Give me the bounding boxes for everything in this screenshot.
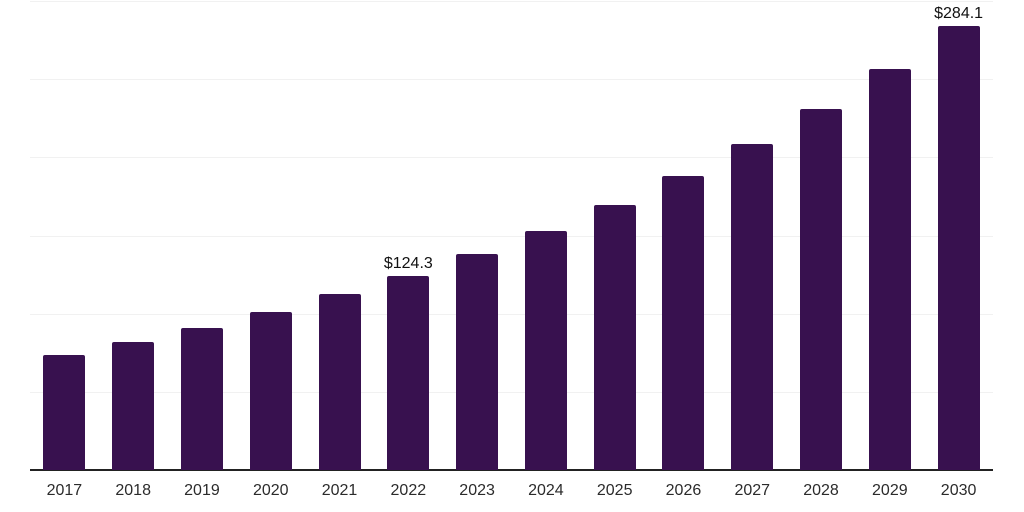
x-tick-label-2026: 2026 <box>665 482 702 499</box>
bar-2017 <box>43 355 86 470</box>
data-label-2022: $124.3 <box>383 254 433 272</box>
x-tick-label-2024: 2024 <box>528 482 564 499</box>
bar-2025 <box>593 204 636 470</box>
bar-2019 <box>180 328 223 470</box>
x-tick-label-2018: 2018 <box>115 482 151 499</box>
x-tick-label-2027: 2027 <box>734 482 771 499</box>
x-tick-label-2017: 2017 <box>46 482 83 499</box>
x-tick-label-2028: 2028 <box>803 482 839 499</box>
bar-2021 <box>318 294 361 470</box>
x-tick-label-2021: 2021 <box>321 482 358 499</box>
gridline-100 <box>30 313 993 315</box>
bar-2030 <box>937 25 980 470</box>
x-tick-label-2030: 2030 <box>940 482 977 499</box>
gridline-50 <box>30 391 993 393</box>
x-tick-label-2020: 2020 <box>252 482 289 499</box>
bar-2028 <box>800 108 843 470</box>
gridline-300 <box>30 1 993 2</box>
data-label-2030: $284.1 <box>934 4 984 22</box>
gridline-200 <box>30 157 993 159</box>
x-tick-label-2019: 2019 <box>184 482 220 499</box>
x-tick-label-2022: 2022 <box>390 482 427 499</box>
bar-2020 <box>249 311 292 470</box>
bar-2026 <box>662 175 705 470</box>
bar-2027 <box>731 144 774 470</box>
x-tick-label-2025: 2025 <box>596 482 633 499</box>
bar-2029 <box>868 69 911 470</box>
bar-2024 <box>524 230 567 470</box>
x-tick-label-2029: 2029 <box>872 482 908 499</box>
x-axis-line <box>30 469 993 471</box>
bar-2018 <box>112 341 155 470</box>
bar-2022 <box>387 275 430 470</box>
bar-2023 <box>456 254 499 470</box>
gridline-150 <box>30 235 993 237</box>
gridline-250 <box>30 79 993 81</box>
x-tick-label-2023: 2023 <box>459 482 495 499</box>
